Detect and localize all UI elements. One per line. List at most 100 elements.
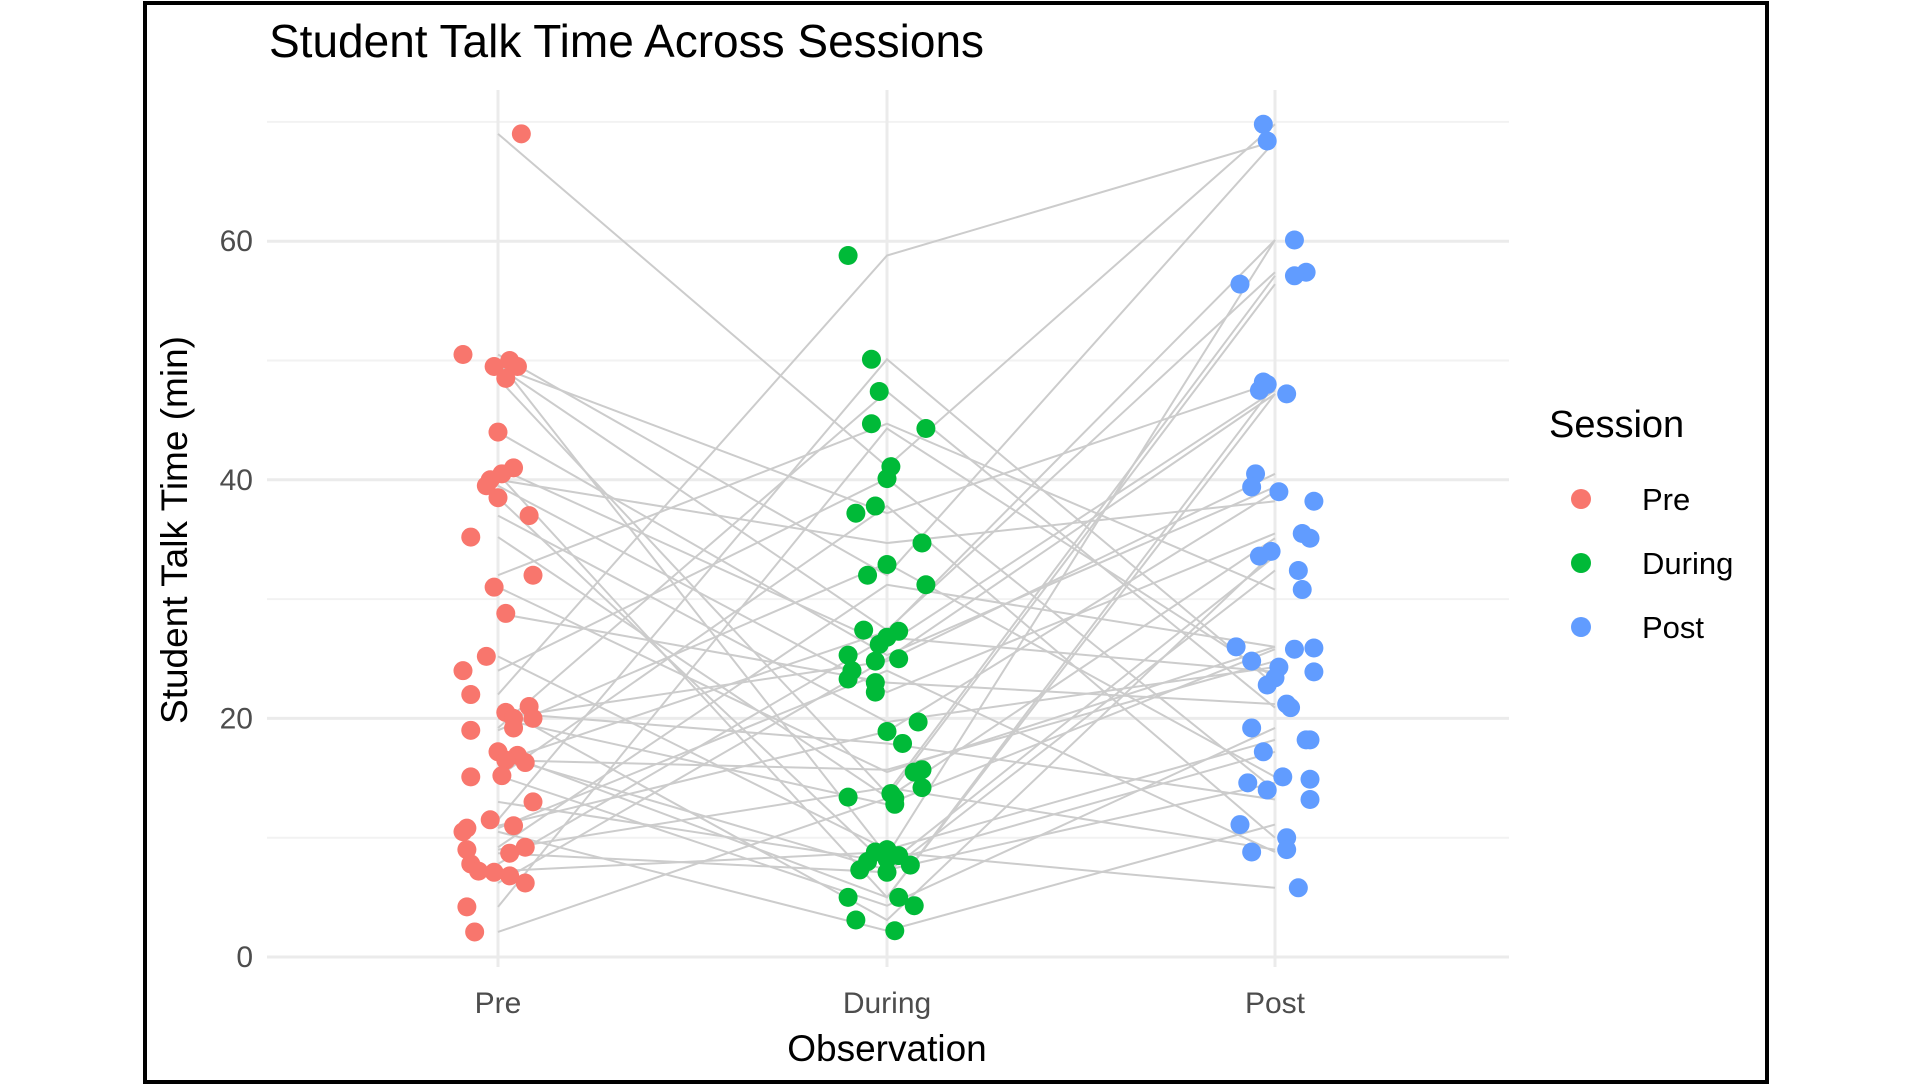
chart-title: Student Talk Time Across Sessions <box>269 15 984 67</box>
point-post <box>1249 380 1269 400</box>
point-post <box>1304 638 1324 658</box>
point-during <box>869 634 889 654</box>
point-pre <box>523 708 543 728</box>
point-during <box>861 349 881 369</box>
point-post <box>1277 384 1297 404</box>
point-during <box>877 469 897 489</box>
legend-key-pre <box>1571 489 1591 509</box>
x-tick-label: Post <box>1245 987 1306 1020</box>
x-tick-label: Pre <box>475 987 522 1020</box>
point-post <box>1257 780 1277 800</box>
point-during <box>900 855 920 875</box>
point-post <box>1300 769 1320 789</box>
connection-line <box>497 727 1276 907</box>
point-post <box>1257 131 1277 151</box>
point-pre <box>469 861 489 881</box>
point-pre <box>515 753 535 773</box>
legend-key-during <box>1571 553 1591 573</box>
y-axis-label: Student Talk Time (min) <box>154 336 195 724</box>
legend-label-post: Post <box>1642 610 1704 645</box>
point-post <box>1296 730 1316 750</box>
point-during <box>912 533 932 553</box>
legend-label-during: During <box>1642 546 1733 581</box>
point-pre <box>523 792 543 812</box>
point-during <box>850 860 870 880</box>
point-pre <box>465 922 485 942</box>
point-post <box>1273 767 1293 787</box>
connection-line <box>497 431 1276 657</box>
point-pre <box>488 422 508 442</box>
point-pre <box>453 661 473 681</box>
point-post <box>1304 491 1324 511</box>
point-post <box>1292 580 1312 600</box>
connection-line <box>497 472 1276 720</box>
point-pre <box>453 822 473 842</box>
point-pre <box>484 862 504 882</box>
x-axis-label: Observation <box>787 1028 987 1069</box>
point-post <box>1300 528 1320 548</box>
point-during <box>877 722 897 742</box>
point-during <box>904 762 924 782</box>
point-during <box>916 575 936 595</box>
point-post <box>1226 637 1246 657</box>
point-during <box>838 645 858 665</box>
point-pre <box>500 843 520 863</box>
point-post <box>1300 790 1320 810</box>
point-post <box>1242 842 1262 862</box>
point-post <box>1257 675 1277 695</box>
connection-line <box>497 504 1276 839</box>
point-post <box>1269 482 1289 502</box>
point-during <box>869 382 889 402</box>
point-pre <box>484 356 504 376</box>
y-axis-ticks: 0 20 40 60 <box>220 225 253 974</box>
point-during <box>885 921 905 941</box>
point-during <box>854 620 874 640</box>
point-post <box>1242 718 1262 738</box>
point-post <box>1238 773 1258 793</box>
connection-line <box>497 484 1276 694</box>
legend-title: Session <box>1549 404 1684 446</box>
point-during <box>912 778 932 798</box>
connection-line <box>497 393 1276 884</box>
point-during <box>865 682 885 702</box>
connection-line <box>497 422 1276 591</box>
point-post <box>1242 651 1262 671</box>
grid <box>267 90 1509 967</box>
chart-frame: Student Talk Time Across Sessions 0 20 40 6… <box>143 1 1769 1084</box>
point-pre <box>484 577 504 597</box>
point-during <box>885 794 905 814</box>
point-pre <box>480 810 500 830</box>
point-during <box>889 887 909 907</box>
point-pre <box>523 565 543 585</box>
point-post <box>1304 662 1324 682</box>
point-during <box>865 651 885 671</box>
legend-key-post <box>1571 617 1591 637</box>
connection-line <box>497 140 1276 696</box>
point-post <box>1284 266 1304 286</box>
point-during <box>846 910 866 930</box>
point-pre <box>500 866 520 886</box>
point-pre <box>511 124 531 144</box>
point-pre <box>504 816 524 836</box>
point-post <box>1253 742 1273 762</box>
point-during <box>838 669 858 689</box>
point-pre <box>461 767 481 787</box>
point-during <box>877 849 897 869</box>
connection-line <box>497 711 1276 801</box>
point-pre <box>453 345 473 365</box>
point-pre <box>461 720 481 740</box>
connection-line <box>497 140 1276 577</box>
y-tick-label: 0 <box>236 941 253 974</box>
point-pre <box>457 897 477 917</box>
point-pre <box>461 527 481 547</box>
point-pre <box>515 837 535 857</box>
point-during <box>893 733 913 753</box>
point-pre <box>515 873 535 893</box>
point-during <box>838 887 858 907</box>
point-pre <box>492 766 512 786</box>
legend: Session Pre During Post <box>1549 404 1733 645</box>
point-post <box>1230 815 1250 835</box>
point-pre <box>476 476 496 496</box>
connection-line <box>497 669 1276 853</box>
point-post <box>1277 840 1297 860</box>
